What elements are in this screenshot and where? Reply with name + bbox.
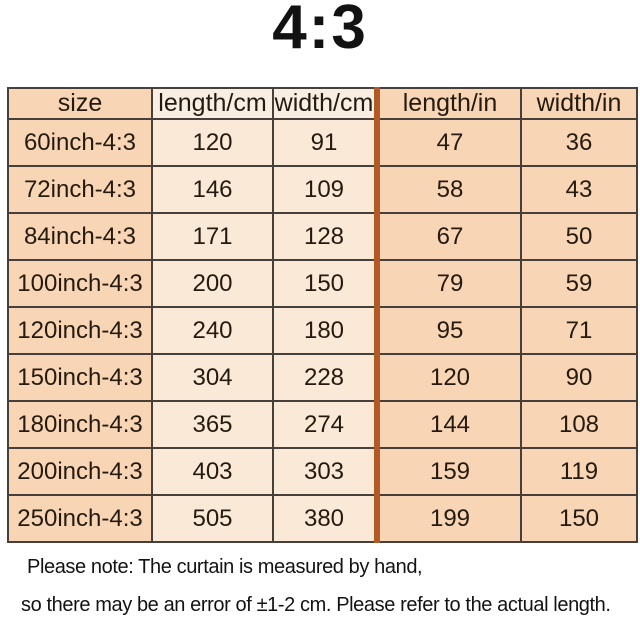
- cell-length-in: 199: [374, 494, 522, 543]
- cell-length-in: 47: [374, 118, 522, 167]
- cell-size: 250inch-4:3: [7, 494, 153, 543]
- header-width-in: width/in: [520, 87, 638, 120]
- cell-width-cm: 380: [272, 494, 378, 543]
- cell-width-cm: 274: [272, 400, 378, 449]
- header-length-cm: length/cm: [151, 87, 274, 120]
- table-row: 180inch-4:3 365 274 144 108: [7, 400, 638, 449]
- header-row: size length/cm width/cm length/in width/…: [7, 87, 638, 120]
- cell-length-cm: 403: [151, 447, 274, 496]
- cell-length-in: 159: [374, 447, 522, 496]
- cell-width-cm: 128: [272, 212, 378, 261]
- cell-length-cm: 120: [151, 118, 274, 167]
- cell-width-in: 43: [520, 165, 638, 214]
- cell-length-in: 95: [374, 306, 522, 355]
- cell-size: 120inch-4:3: [7, 306, 153, 355]
- cell-width-cm: 303: [272, 447, 378, 496]
- cell-length-cm: 304: [151, 353, 274, 402]
- measurement-note: Please note: The curtain is measured by …: [21, 552, 636, 617]
- table-row: 150inch-4:3 304 228 120 90: [7, 353, 638, 402]
- cell-size: 200inch-4:3: [7, 447, 153, 496]
- cell-length-in: 58: [374, 165, 522, 214]
- table-row: 60inch-4:3 120 91 47 36: [7, 118, 638, 167]
- table-row: 200inch-4:3 403 303 159 119: [7, 447, 638, 496]
- note-line-1: Please note: The curtain is measured by …: [27, 556, 423, 578]
- cell-width-in: 108: [520, 400, 638, 449]
- cell-length-in: 144: [374, 400, 522, 449]
- cell-length-cm: 505: [151, 494, 274, 543]
- cell-width-in: 150: [520, 494, 638, 543]
- cell-width-in: 36: [520, 118, 638, 167]
- cell-width-in: 119: [520, 447, 638, 496]
- cell-length-cm: 146: [151, 165, 274, 214]
- page-title: 4:3: [272, 0, 368, 62]
- size-chart-table: size length/cm width/cm length/in width/…: [7, 87, 638, 543]
- cell-width-cm: 180: [272, 306, 378, 355]
- header-width-cm: width/cm: [272, 87, 378, 120]
- cell-width-cm: 150: [272, 259, 378, 308]
- note-line-2: so there may be an error of ±1-2 cm. Ple…: [21, 594, 611, 616]
- header-length-in: length/in: [374, 87, 522, 120]
- cell-length-in: 67: [374, 212, 522, 261]
- cell-width-in: 90: [520, 353, 638, 402]
- cell-length-cm: 200: [151, 259, 274, 308]
- cell-length-cm: 365: [151, 400, 274, 449]
- cell-width-cm: 109: [272, 165, 378, 214]
- cell-length-cm: 240: [151, 306, 274, 355]
- cell-size: 180inch-4:3: [7, 400, 153, 449]
- table-row: 72inch-4:3 146 109 58 43: [7, 165, 638, 214]
- cell-length-in: 120: [374, 353, 522, 402]
- cell-width-in: 50: [520, 212, 638, 261]
- cell-size: 60inch-4:3: [7, 118, 153, 167]
- cell-length-cm: 171: [151, 212, 274, 261]
- table-row: 250inch-4:3 505 380 199 150: [7, 494, 638, 543]
- cell-width-in: 59: [520, 259, 638, 308]
- cell-size: 150inch-4:3: [7, 353, 153, 402]
- cell-width-cm: 91: [272, 118, 378, 167]
- cell-length-in: 79: [374, 259, 522, 308]
- cell-width-cm: 228: [272, 353, 378, 402]
- cell-size: 72inch-4:3: [7, 165, 153, 214]
- cell-size: 84inch-4:3: [7, 212, 153, 261]
- table-row: 100inch-4:3 200 150 79 59: [7, 259, 638, 308]
- header-size: size: [7, 87, 153, 120]
- cell-width-in: 71: [520, 306, 638, 355]
- table-row: 120inch-4:3 240 180 95 71: [7, 306, 638, 355]
- cell-size: 100inch-4:3: [7, 259, 153, 308]
- table-row: 84inch-4:3 171 128 67 50: [7, 212, 638, 261]
